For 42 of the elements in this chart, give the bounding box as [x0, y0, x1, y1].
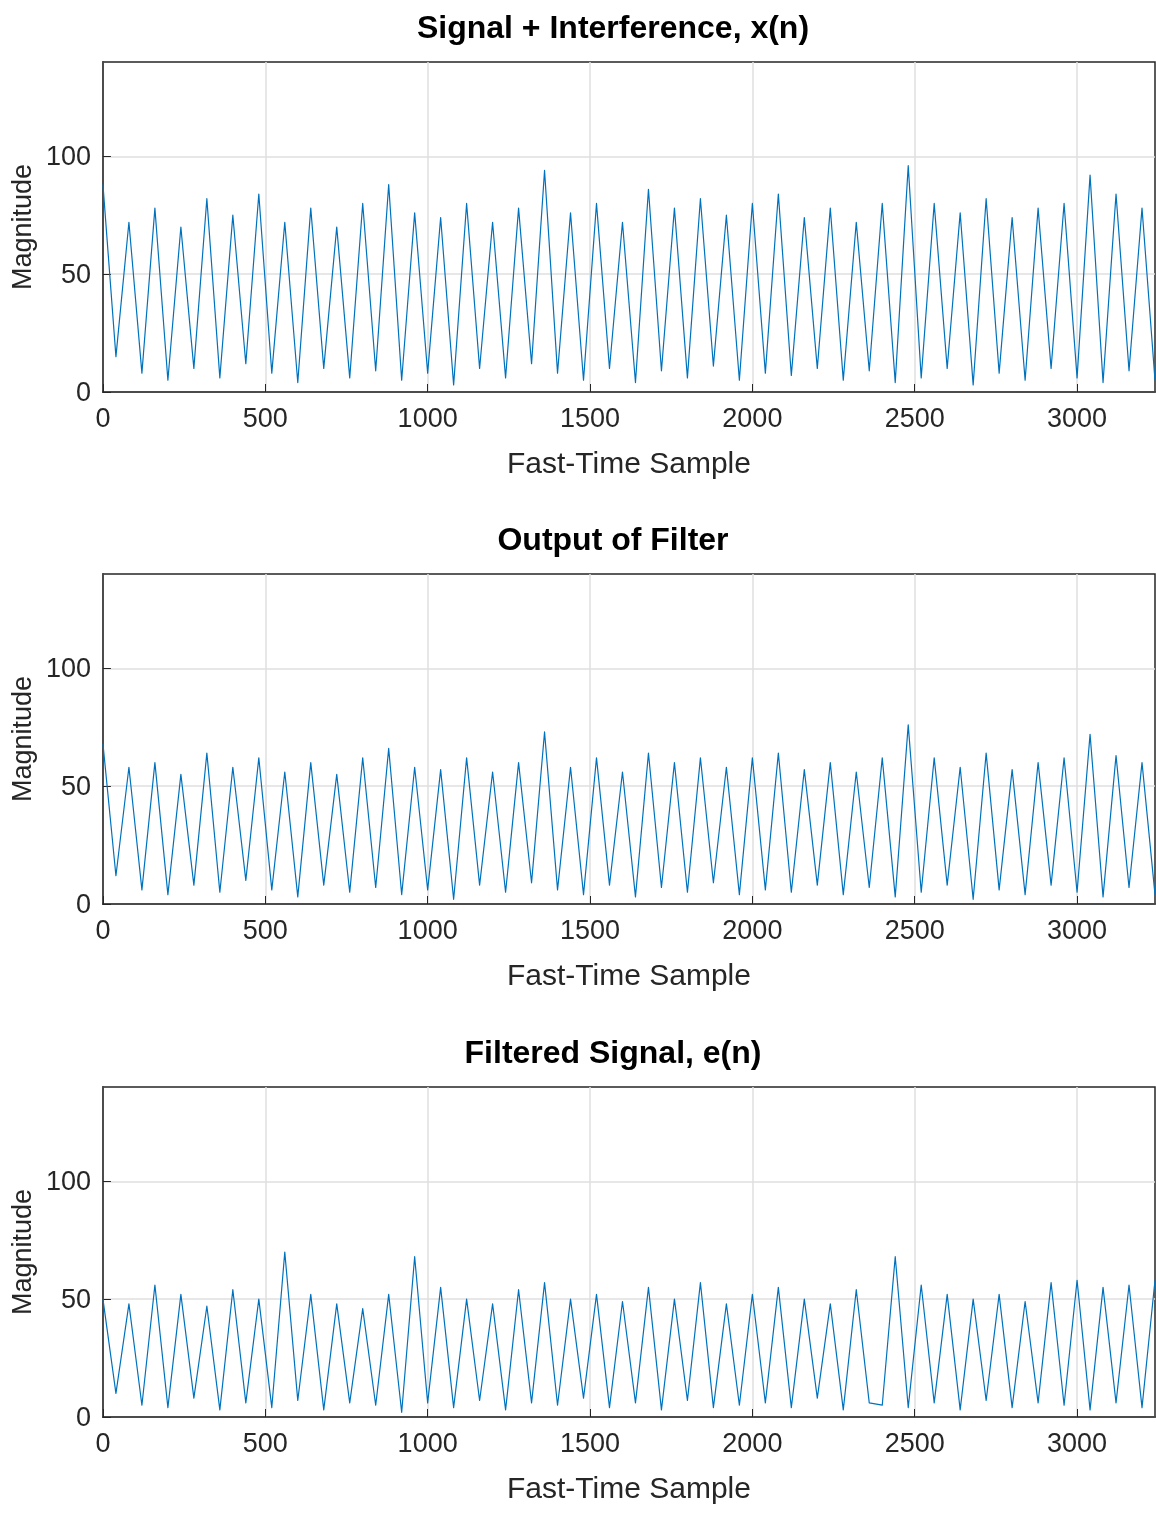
x-tick-label: 0 [95, 1427, 111, 1458]
x-tick-label: 1500 [559, 1427, 621, 1458]
y-tick-label: 100 [45, 141, 91, 172]
y-tick-label: 50 [60, 1283, 91, 1314]
y-tick-label: 50 [60, 771, 91, 802]
y-tick-label: 0 [75, 889, 91, 920]
y-axis-title: Magnitude [6, 1188, 37, 1315]
y-axis-title: Magnitude [6, 676, 37, 803]
x-tick-label: 0 [95, 402, 111, 433]
x-tick-label: 500 [242, 914, 288, 945]
x-tick-label: 3000 [1047, 1427, 1108, 1458]
x-tick-label: 2500 [884, 1427, 945, 1458]
x-tick-label: 2000 [722, 402, 783, 433]
x-tick-label: 1500 [559, 402, 621, 433]
y-axis-title: Magnitude [6, 163, 37, 291]
x-tick-label: 1000 [397, 402, 458, 433]
x-tick-label: 2000 [722, 1427, 783, 1458]
line-series [102, 1251, 1156, 1413]
x-tick-label: 3000 [1047, 402, 1108, 433]
y-tick-label: 0 [75, 377, 91, 407]
x-tick-label: 2000 [722, 914, 783, 945]
y-tick-label: 100 [45, 1165, 91, 1196]
x-tick-label: 0 [95, 914, 111, 945]
x-tick-label: 3000 [1047, 914, 1108, 945]
chart-title: Signal + Interference, x(n) [416, 9, 810, 45]
chart-title: Output of Filter [497, 521, 729, 558]
chart-title: Filtered Signal, e(n) [464, 1033, 762, 1070]
x-tick-label: 2500 [884, 914, 945, 945]
x-tick-label: 500 [242, 402, 288, 433]
x-tick-label: 500 [242, 1427, 288, 1458]
x-axis-title: Fast-Time Sample [507, 957, 751, 991]
line-series [102, 165, 1156, 386]
y-tick-label: 100 [45, 653, 91, 684]
line-series [102, 724, 1156, 901]
x-tick-label: 1000 [397, 1427, 458, 1458]
x-axis-title: Fast-Time Sample [507, 1470, 751, 1504]
x-tick-label: 1000 [397, 914, 458, 945]
y-tick-label: 50 [60, 259, 91, 290]
x-tick-label: 2500 [884, 402, 945, 433]
x-axis-title: Fast-Time Sample [507, 445, 751, 479]
y-tick-label: 0 [75, 1401, 91, 1432]
x-tick-label: 1500 [559, 914, 621, 945]
